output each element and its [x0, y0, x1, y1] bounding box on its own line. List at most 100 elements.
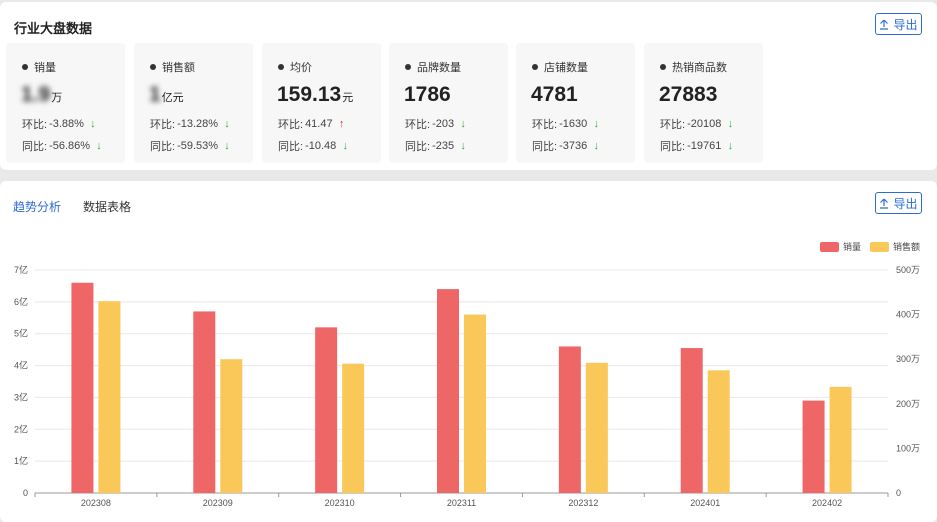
- stat-card: 销量 1.9万环比: -3.88% ↓ 同比: -56.86% ↓: [6, 43, 125, 163]
- stat-card-label-text: 销量: [34, 62, 56, 74]
- upload-icon: [880, 198, 889, 209]
- bullet-dot-icon: [660, 64, 666, 70]
- bullet-dot-icon: [278, 64, 284, 70]
- stat-card-unit: 亿元: [161, 92, 184, 104]
- export-button[interactable]: 导出: [875, 192, 922, 214]
- stat-card-label-text: 热销商品数: [672, 62, 727, 74]
- bar-revenue: [464, 314, 486, 493]
- stat-card-value: 27883: [659, 83, 718, 107]
- stat-card-number: 4781: [531, 83, 578, 106]
- bar-sales: [71, 282, 94, 493]
- legend-item-revenue[interactable]: 销售额: [869, 240, 920, 253]
- y-left-tick-label: 7亿: [14, 264, 28, 275]
- trend-tabs: 趋势分析 数据表格: [13, 198, 131, 215]
- stat-card-value: 1786: [404, 83, 452, 107]
- y-left-tick-label: 4亿: [14, 360, 28, 371]
- mom-value: -203: [432, 118, 455, 130]
- y-right-tick-label: 300万: [896, 354, 920, 364]
- mom-value: -13.28%: [177, 118, 219, 130]
- trend-bar-chart: 0 1亿 2亿 3亿 4亿 5亿 6亿 7亿 0 100万 200万 300万 400万 500万 2023…: [14, 264, 920, 508]
- mom-label: 环比:: [150, 119, 176, 131]
- stat-card-value: 1亿元: [149, 83, 184, 107]
- y-left-tick-label: 3亿: [14, 391, 28, 402]
- export-button[interactable]: 导出: [875, 13, 922, 35]
- arrow-down-icon: ↓: [96, 140, 102, 152]
- stat-card-label: 热销商品数: [660, 59, 727, 75]
- mom-value: -3.88%: [49, 118, 84, 130]
- bar-revenue: [829, 386, 852, 493]
- yoy-label: 同比:: [22, 141, 48, 153]
- bar-revenue: [342, 363, 365, 493]
- export-label: 导出: [893, 17, 918, 32]
- upload-icon: [880, 19, 889, 30]
- bar-sales: [193, 311, 216, 493]
- yoy-value: -59.53%: [177, 140, 219, 152]
- stat-card: 品牌数量 1786 环比: -203 ↓ 同比: -235 ↓: [389, 43, 508, 163]
- stat-card-yoy: 同比: -59.53% ↓: [150, 138, 234, 154]
- y-right-tick-label: 200万: [896, 399, 920, 409]
- stat-card: 销售额 1亿元 环比: -13.28% ↓ 同比: -59.53% ↓: [134, 43, 253, 163]
- arrow-down-icon: ↓: [727, 118, 734, 130]
- x-tick-label: 202402: [812, 498, 842, 508]
- stat-card-mom: 环比: -3.88% ↓: [22, 116, 100, 132]
- x-tick-label: 202308: [81, 498, 111, 508]
- stat-card-label: 店铺数量: [532, 59, 588, 75]
- stat-card-mom: 环比: -1630 ↓: [532, 116, 603, 132]
- arrow-down-icon: ↓: [460, 140, 466, 152]
- y-left-tick-label: 2亿: [14, 423, 28, 434]
- yoy-label: 同比:: [660, 141, 686, 153]
- bar-revenue: [707, 370, 730, 493]
- tab-data-table[interactable]: 数据表格: [83, 200, 132, 214]
- y-left-tick-label: 6亿: [14, 296, 28, 307]
- yoy-value: -3736: [559, 140, 588, 152]
- stat-card-label-text: 品牌数量: [417, 62, 461, 74]
- yoy-label: 同比:: [278, 141, 304, 153]
- x-tick-label: 202310: [325, 498, 355, 508]
- arrow-down-icon: ↓: [593, 140, 599, 152]
- stat-card-yoy: 同比: -10.48 ↓: [278, 138, 352, 154]
- mom-label: 环比:: [405, 119, 431, 131]
- y-left-tick-label: 5亿: [14, 328, 28, 339]
- industry-overview-panel: 行业大盘数据 导出 销量 1.9万 环比: -3.88% ↓ 同比: -56.86% ↓ 销售额…: [0, 2, 937, 170]
- mom-label: 环比:: [278, 119, 304, 131]
- bar-revenue: [585, 362, 608, 493]
- yoy-label: 同比:: [532, 141, 558, 153]
- yoy-value: -10.48: [305, 140, 337, 152]
- bar-sales: [437, 289, 459, 493]
- stat-card-label: 均价: [278, 59, 312, 75]
- tab-trend-analysis[interactable]: 趋势分析: [13, 200, 62, 214]
- arrow-down-icon: ↓: [727, 140, 734, 152]
- legend-item-sales[interactable]: 销量: [819, 240, 861, 253]
- stat-card-label-text: 店铺数量: [544, 62, 588, 74]
- yoy-value: -235: [432, 140, 455, 152]
- x-tick-label: 202311: [447, 498, 476, 508]
- stat-card-number: 159.13: [277, 83, 342, 106]
- mom-label: 环比:: [22, 119, 48, 131]
- yoy-label: 同比:: [150, 141, 176, 153]
- stat-card-mom: 环比: -203 ↓: [405, 116, 470, 132]
- stat-card-label: 品牌数量: [405, 59, 461, 75]
- stat-card-mom: 环比: -13.28% ↓: [150, 116, 234, 132]
- yoy-value: -56.86%: [49, 140, 91, 152]
- stat-card-yoy: 同比: -3736 ↓: [532, 138, 603, 154]
- chart-legend: 销量 销售额: [819, 240, 920, 253]
- stat-card-value: 159.13元: [277, 83, 353, 107]
- x-tick-label: 202309: [203, 498, 233, 508]
- bar-sales: [558, 346, 581, 493]
- stat-card-yoy: 同比: -19761 ↓: [660, 138, 737, 154]
- stat-card: 店铺数量 4781 环比: -1630 ↓ 同比: -3736 ↓: [516, 43, 635, 163]
- arrow-down-icon: ↓: [460, 118, 466, 130]
- yoy-value: -19761: [687, 140, 722, 152]
- bar-sales: [315, 327, 338, 493]
- stat-card-number: 1.9: [21, 83, 51, 106]
- bullet-dot-icon: [532, 64, 538, 70]
- stat-card-unit: 万: [51, 92, 63, 104]
- arrow-down-icon: ↓: [90, 118, 96, 130]
- arrow-down-icon: ↓: [224, 118, 230, 130]
- bar-revenue: [220, 359, 243, 493]
- mom-value: -20108: [687, 118, 722, 130]
- arrow-up-icon: ↑: [338, 118, 345, 130]
- legend-label-sales: 销量: [842, 242, 861, 252]
- stat-card-label-text: 销售额: [162, 62, 195, 74]
- stat-card-mom: 环比: -20108 ↓: [660, 116, 737, 132]
